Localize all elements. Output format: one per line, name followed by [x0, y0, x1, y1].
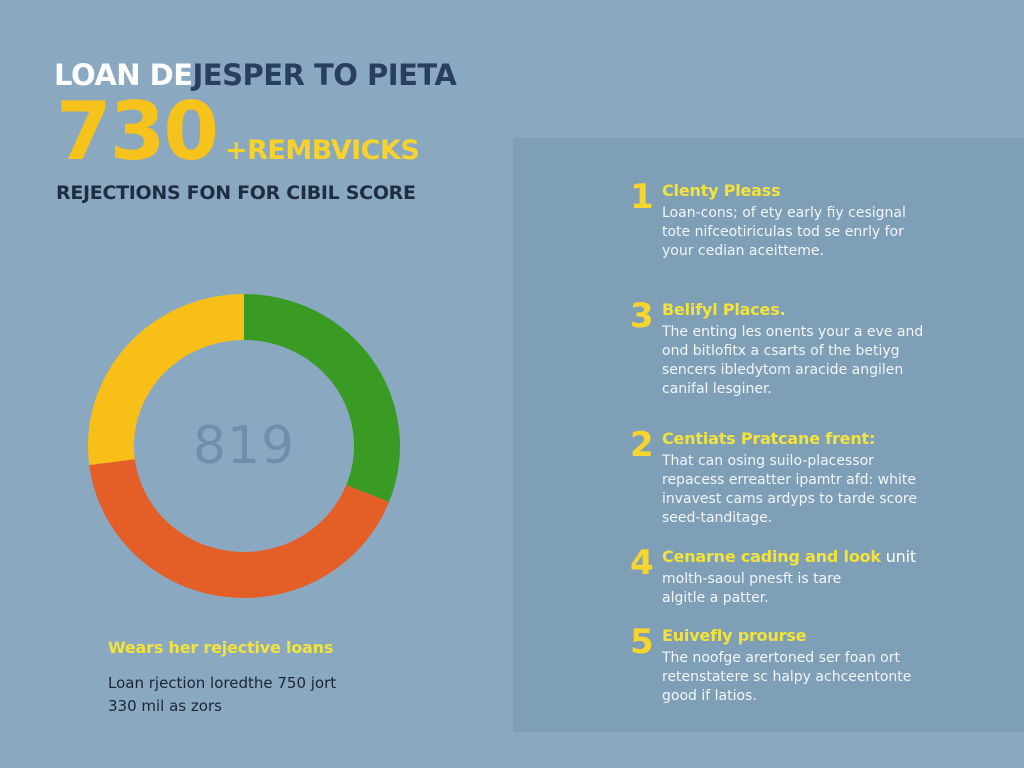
- left-body-line: Loan rjection loredthe 750 jort: [108, 674, 337, 692]
- donut-segment-yellow: [87, 294, 244, 466]
- page-title: LOAN DEJESPER TO PIETA: [54, 58, 457, 92]
- tip-title: Clenty Pleass: [662, 181, 781, 200]
- tip-title: Cenarne cading and look unit: [662, 547, 916, 566]
- score-donut-chart: 819: [86, 292, 402, 600]
- big-suffix: +REMBVICKS: [225, 135, 420, 166]
- tip-number: 1: [630, 177, 654, 217]
- tip-item-5: 5 Euivefly prourse The noofge arertoned …: [630, 625, 911, 706]
- title-dark-part: JESPER TO PIETA: [192, 58, 457, 92]
- tip-title: Euivefly prourse: [662, 626, 807, 645]
- tips-panel: [513, 138, 1024, 732]
- tip-body: The noofge arertoned ser foan ort retens…: [662, 650, 912, 704]
- page-subtitle: REJECTIONS FON FOR CIBIL SCORE: [56, 182, 416, 204]
- title-white-part: LOAN DE: [54, 58, 193, 92]
- tip-title: Centiats Pratcane frent:: [662, 429, 876, 448]
- tip-number: 5: [630, 622, 654, 662]
- tip-item-4: 4 Cenarne cading and look unit molth-sao…: [630, 546, 916, 608]
- tip-number: 2: [630, 425, 654, 465]
- left-section-body: Loan rjection loredthe 750 jort 330 mil …: [108, 672, 336, 718]
- donut-segment-green: [244, 294, 401, 502]
- headline-stat: 730 +REMBVICKS: [56, 85, 420, 178]
- donut-svg: [87, 294, 401, 598]
- tip-number: 3: [630, 296, 654, 336]
- tip-body: Loan-cons; of ety early fiy cesignal tot…: [662, 205, 906, 259]
- left-section-heading: Wears her rejective loans: [108, 638, 334, 657]
- tip-title: Belifyl Places.: [662, 300, 786, 319]
- left-body-line: 330 mil as zors: [108, 697, 222, 715]
- tip-body: molth-saoul pnesft is tare algitle a pat…: [662, 571, 842, 606]
- tip-body: That can osing suilo-placessor repacess …: [662, 453, 917, 526]
- big-number: 730: [56, 85, 219, 178]
- tip-number: 4: [630, 543, 654, 583]
- tip-item-1: 1 Clenty Pleass Loan-cons; of ety early …: [630, 180, 906, 261]
- donut-segment-orange: [89, 459, 390, 598]
- donut-center-score: 819: [192, 416, 296, 476]
- tip-item-3: 3 Belifyl Places. The enting les onents …: [630, 299, 923, 399]
- tip-item-2: 2 Centiats Pratcane frent: That can osin…: [630, 428, 917, 528]
- tip-body: The enting les onents your a eve and ond…: [662, 324, 924, 397]
